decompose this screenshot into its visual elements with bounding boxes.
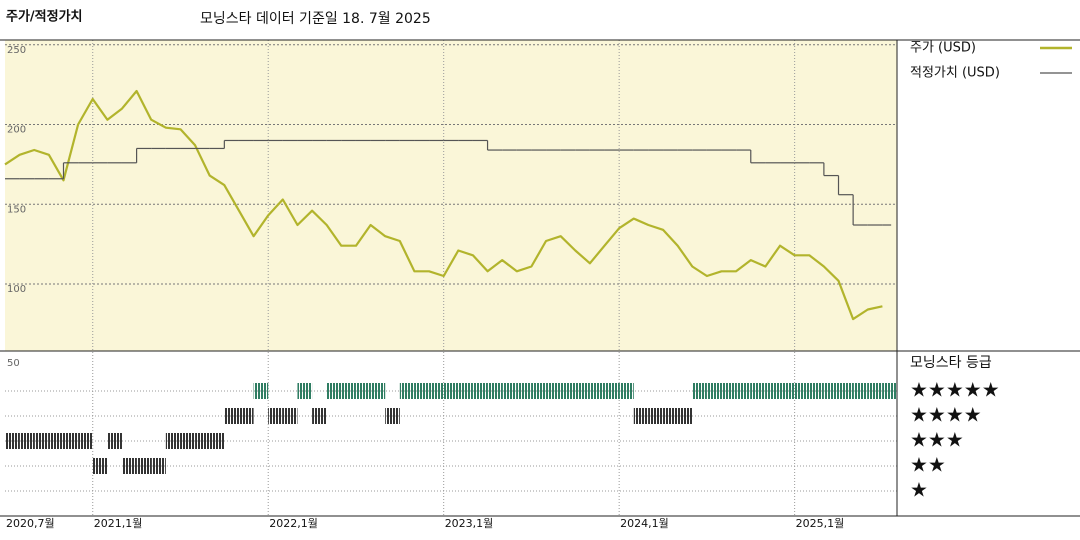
rating-bar [370, 383, 386, 399]
rating-bar [107, 433, 122, 449]
rating-bar [502, 383, 517, 399]
rating-bar [238, 408, 254, 424]
rating-bar [736, 383, 751, 399]
rating-bar [341, 383, 356, 399]
price-line [4, 89, 883, 321]
rating-bar [92, 458, 108, 474]
rating-bar [706, 383, 722, 399]
rating-bar [5, 433, 20, 449]
rating-bar [297, 383, 313, 399]
rating-bar [780, 383, 795, 399]
rating-bar [19, 433, 35, 449]
rating-bar [663, 408, 678, 424]
rating-level-label: ★★ [910, 453, 946, 477]
rating-bar [619, 383, 634, 399]
y-tick-label: 250 [7, 45, 26, 56]
rating-bar [516, 383, 532, 399]
rating-bar [151, 458, 166, 474]
rating-bar [429, 383, 444, 399]
rating-bar [721, 383, 737, 399]
chart-subtitle: 모닝스타 데이터 기준일 18. 7월 2025 [200, 11, 431, 27]
plot-background [5, 40, 897, 351]
rating-bar [809, 383, 824, 399]
x-tick-label: 2021,1월 [94, 517, 143, 530]
rating-bar [677, 408, 693, 424]
rating-bar [48, 433, 64, 449]
rating-bar [385, 408, 400, 424]
rating-bar [326, 383, 342, 399]
rating-bar [853, 383, 868, 399]
rating-bar [589, 383, 605, 399]
rating-bar [180, 433, 196, 449]
rating-bar [867, 383, 883, 399]
chart-title: 주가/적정가치 [6, 9, 83, 25]
rating-bar [560, 383, 576, 399]
rating-bar [692, 383, 707, 399]
y-tick-label: 150 [7, 204, 26, 215]
rating-bar [414, 383, 430, 399]
rating-bar [34, 433, 49, 449]
x-tick-label: 2022,1월 [269, 517, 318, 530]
rating-bar [633, 408, 649, 424]
rating-level-label: ★★★★★ [910, 378, 1000, 402]
rating-bar [63, 433, 79, 449]
rating-bar [195, 433, 210, 449]
rating-bar [209, 433, 225, 449]
rating-bar [487, 383, 503, 399]
rating-bar [399, 383, 415, 399]
legend-label: 주가 (USD) [910, 41, 976, 56]
rating-bar [604, 383, 620, 399]
rating-bar [575, 383, 590, 399]
x-tick-label: 2024,1월 [620, 517, 669, 530]
rating-bar [312, 408, 327, 424]
rating-title: 모닝스타 등급 [910, 355, 992, 371]
x-tick-label: 2023,1월 [445, 517, 494, 530]
rating-bar [165, 433, 181, 449]
plot-layer: 2020,7월 2021,1월 2022,1월 2023,1월 2024,1월 2025,… [4, 40, 1072, 530]
x-tick-label: 2025,1월 [796, 517, 845, 530]
rating-bar [268, 408, 283, 424]
rating-bar [882, 383, 897, 399]
rating-bar [648, 408, 664, 424]
rating-bar [355, 383, 371, 399]
rating-bar [546, 383, 561, 399]
rating-level-label: ★ [910, 478, 928, 502]
rating-bar [838, 383, 854, 399]
rating-bar [282, 408, 298, 424]
rating-bar [458, 383, 473, 399]
rating-bar [253, 383, 269, 399]
rating-level-label: ★★★★ [910, 403, 982, 427]
rating-axis-label: 50 [7, 358, 20, 369]
rating-bar [136, 458, 152, 474]
rating-bar [224, 408, 239, 424]
rating-bar [794, 383, 810, 399]
y-tick-label: 100 [7, 284, 26, 295]
rating-bar [121, 458, 137, 474]
y-tick-label: 200 [7, 125, 26, 136]
rating-bar [765, 383, 781, 399]
x-tick-label: 2020,7월 [6, 517, 55, 530]
rating-level-label: ★★★ [910, 428, 964, 452]
rating-bar [823, 383, 839, 399]
legend-label: 적정가치 (USD) [910, 66, 1000, 81]
rating-bar [472, 383, 488, 399]
rating-bar [750, 383, 766, 399]
rating-bar [443, 383, 459, 399]
rating-bar [78, 433, 93, 449]
rating-bar [531, 383, 547, 399]
